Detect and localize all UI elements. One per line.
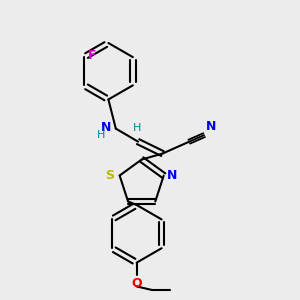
Text: F: F [88, 49, 96, 62]
Text: H: H [97, 130, 105, 140]
Text: H: H [133, 123, 142, 133]
Text: O: O [131, 277, 142, 290]
Text: S: S [106, 169, 115, 182]
Text: N: N [101, 121, 111, 134]
Text: N: N [167, 169, 178, 182]
Text: N: N [206, 120, 217, 133]
